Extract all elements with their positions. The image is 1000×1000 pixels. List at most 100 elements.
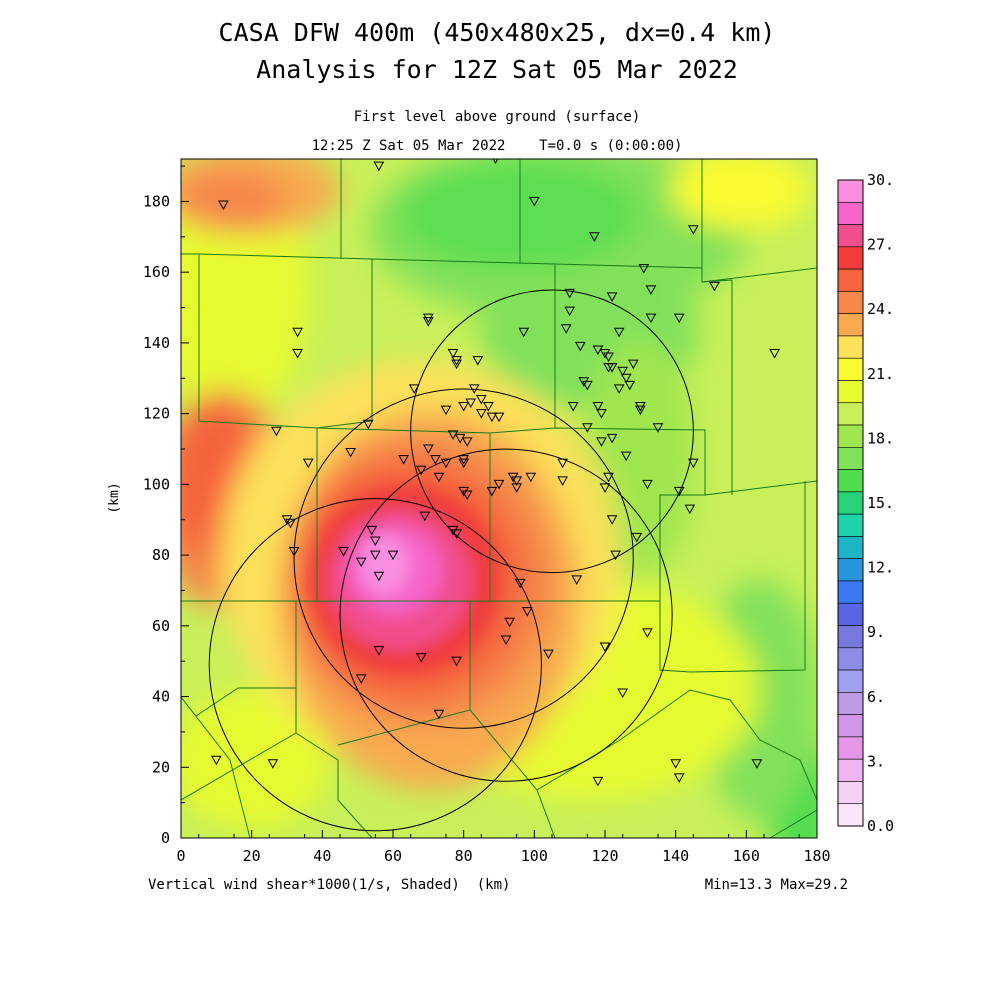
x-tick-label: 160 [733,847,760,865]
station-marker [557,476,568,486]
field-region-core-max [360,535,410,595]
colorbar-label: 21. [867,365,894,383]
station-marker [606,515,618,525]
station-marker [596,437,607,447]
colorbar-label: 9. [867,623,885,641]
station-marker [475,409,487,419]
station-marker [603,472,614,483]
x-tick-label: 180 [803,847,830,865]
station-marker [267,759,279,769]
station-marker [486,412,498,423]
station-marker [684,504,696,515]
colorbar: 30. 27. 24. 21. 18. 15. 12. 9. 6. 3. 0.0 [837,171,894,835]
station-marker [511,476,523,486]
station-markers [210,159,780,787]
colorbar-swatch [837,246,864,270]
station-marker [627,359,639,370]
station-marker [345,448,356,458]
station-marker [617,366,629,377]
station-marker [415,465,427,476]
colorbar-swatch [837,447,864,470]
station-marker [642,628,653,638]
station-marker [751,759,763,769]
station-marker [511,483,523,493]
station-marker [610,550,621,561]
station-marker [433,472,445,483]
colorbar-swatch [837,402,864,426]
station-marker [574,341,586,352]
station-marker [486,486,498,497]
plot-frame [180,158,818,839]
station-marker [673,313,685,324]
chart-title: CASA DFW 400m (450x480x25, dx=0.4 km) [219,18,776,47]
station-marker [415,653,427,663]
station-marker [475,394,487,405]
station-marker [355,557,367,568]
station-marker [673,773,685,783]
colorbar-swatch [837,803,864,827]
x-tick-label: 100 [521,847,548,865]
x-tick-label: 0 [176,847,185,865]
station-marker [218,200,229,210]
station-marker [362,419,374,430]
station-marker [447,349,459,359]
station-marker [592,402,604,412]
colorbar-swatch [837,758,864,782]
station-marker [543,649,554,660]
colorbar-label: 27. [867,236,894,254]
colorbar-swatch [837,491,864,515]
colorbar-frame [837,179,864,827]
station-marker [603,352,614,363]
station-marker [288,547,300,557]
colorbar-swatch [837,781,864,805]
station-marker [564,306,576,317]
chart-title-line2: Analysis for 12Z Sat 05 Mar 2022 [256,55,738,84]
station-marker [560,324,572,334]
colorbar-swatch [837,268,864,292]
station-marker [422,317,434,327]
station-marker [709,281,720,292]
station-marker [624,380,636,391]
colorbar-swatch [837,179,864,203]
station-marker [451,529,462,539]
y-tick-label: 100 [143,475,170,493]
station-marker [638,264,650,274]
station-marker [631,532,643,543]
colorbar-swatch [837,313,864,337]
station-marker [645,313,657,324]
min-max-readout: Min=13.3 Max=29.2 [705,877,848,893]
station-marker [521,607,533,617]
station-marker [581,423,593,433]
station-marker [589,232,600,242]
station-marker [599,642,611,653]
colorbar-label: 30. [867,171,894,189]
x-tick-label: 20 [243,847,261,865]
station-marker [419,511,431,522]
y-axis-label: (km) [107,482,122,513]
y-tick-label: 160 [143,263,170,281]
x-tick-label: 120 [591,847,618,865]
colorbar-swatch [837,380,864,404]
station-marker [422,444,434,455]
station-marker [620,373,632,384]
station-marker [430,455,441,465]
y-axis: 0 20 40 60 80 100 120 140 160 180 [143,165,189,847]
station-marker [387,550,399,561]
station-marker [458,458,470,469]
colorbar-label: 6. [867,688,885,706]
station-marker [458,402,470,412]
colorbar-swatch [837,335,864,359]
station-marker [461,437,473,447]
colorbar-label: 15. [867,494,894,512]
station-marker [642,479,653,490]
colorbar-label: 24. [867,300,894,318]
y-tick-label: 140 [143,334,170,352]
colorbar-swatch [837,291,864,314]
colorbar-swatch [837,469,864,493]
colorbar-swatch [837,536,864,559]
station-marker [369,536,381,546]
station-marker [500,635,512,645]
x-tick-label: 80 [455,847,473,865]
station-marker [451,359,462,370]
station-marker [398,455,409,465]
